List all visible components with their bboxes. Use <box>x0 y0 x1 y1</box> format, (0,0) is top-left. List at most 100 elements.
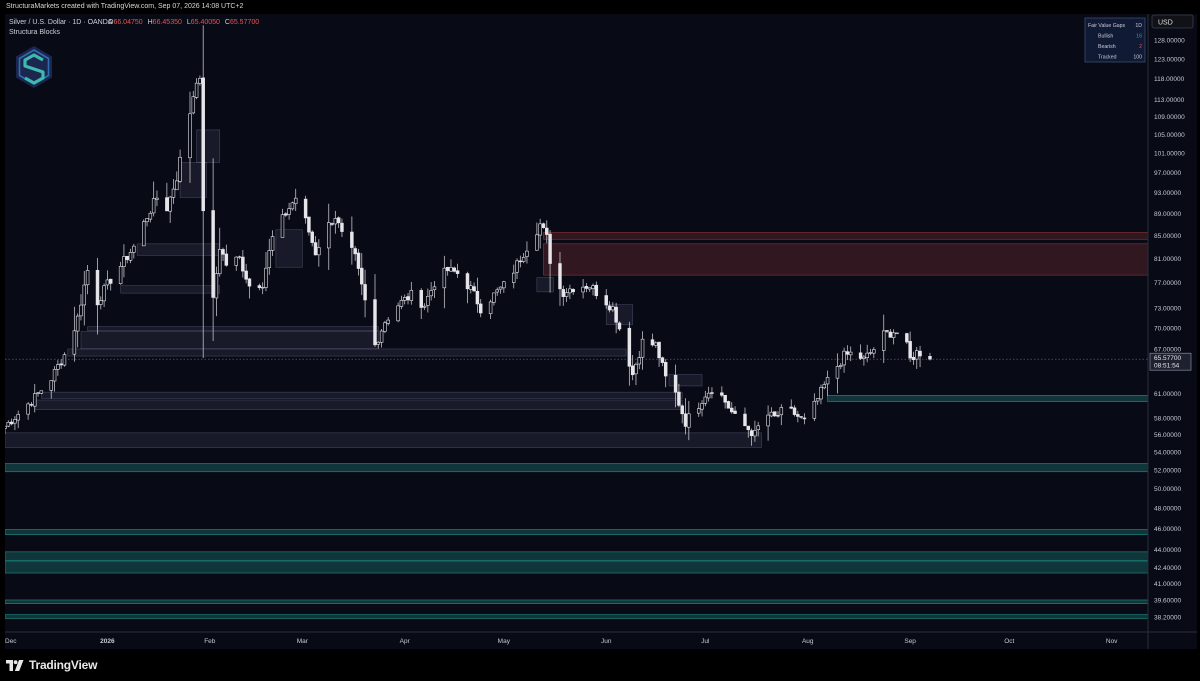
currency-button-box[interactable] <box>1151 14 1194 29</box>
time-tick-label: 2026 <box>100 638 115 645</box>
candle-body-up <box>171 188 176 198</box>
candle-body-down <box>472 286 476 292</box>
candle-body-down <box>363 284 367 301</box>
price-tick-label: 39.60000 <box>1154 597 1181 604</box>
candle-body-down <box>452 267 457 272</box>
indicator-name[interactable]: Structura Blocks <box>9 29 60 36</box>
candle-body-down <box>571 289 575 293</box>
candle-body-up <box>502 281 506 289</box>
candle-body-up <box>640 338 645 358</box>
candle-body-down <box>356 252 361 269</box>
candle-body-down <box>888 331 893 338</box>
bullish-zone <box>5 599 1149 604</box>
time-tick-label: Apr <box>400 638 411 645</box>
last-price-value: 65.57700 <box>1154 355 1181 362</box>
candle-body-down <box>630 365 635 376</box>
tradingview-logo[interactable]: TradingView <box>6 658 97 672</box>
candle-body-down <box>772 411 777 417</box>
candle-body-up <box>26 403 30 415</box>
price-tick-label: 54.00000 <box>1154 449 1181 456</box>
candle-body-up <box>891 332 896 338</box>
bullish-zone <box>827 394 1149 402</box>
candle-body-up <box>822 384 826 389</box>
fvg-row-label: Bearish <box>1098 44 1116 50</box>
candle-body-up <box>915 350 919 360</box>
candle-body-up <box>49 380 53 391</box>
candle-body-up <box>214 273 219 299</box>
price-axis[interactable]: 128.00000 123.00000 118.00000 113.00000 109.… <box>1147 14 1197 649</box>
price-tick-label: 38.20000 <box>1154 615 1181 622</box>
candle-body-down <box>683 413 688 427</box>
neutral-zone <box>41 391 683 399</box>
candle-body-up <box>587 287 592 290</box>
candle-body-up <box>591 285 595 289</box>
currency-button-label[interactable]: USD <box>1158 20 1173 27</box>
candle-body-up <box>267 250 272 268</box>
time-tick-label: Nov <box>1106 638 1118 645</box>
neutral-zone <box>87 326 379 332</box>
time-tick-label: Sep <box>904 638 916 645</box>
candle-body-up <box>217 249 222 275</box>
candle-body-up <box>402 297 407 301</box>
candle-body-down <box>247 278 252 287</box>
candle-body-up <box>85 270 90 286</box>
candle-body-up <box>432 286 437 290</box>
symbol-legend[interactable]: Silver / U.S. Dollar · 1D · OANDA O66.04… <box>9 19 259 36</box>
candle-body-up <box>56 364 60 370</box>
candle-body-up <box>538 223 542 236</box>
candle-body-down <box>627 327 632 367</box>
candle-body-down <box>561 289 566 297</box>
tradingview-wordmark: TradingView <box>29 658 98 672</box>
candle-body-down <box>548 233 552 264</box>
candle-body-down <box>330 223 334 225</box>
bearish-zone <box>543 243 1149 276</box>
candle-body-up <box>872 349 876 354</box>
bar-countdown: 08:51:54 <box>1154 363 1180 370</box>
time-axis[interactable]: Dec 2026 Feb Mar Apr May Jun Jul Aug Sep Oct Nov <box>5 631 1197 645</box>
price-tick-label: 61.00000 <box>1154 391 1181 398</box>
candle-body-up <box>99 300 103 305</box>
candle-body-up <box>492 292 496 303</box>
candle-body-up <box>39 390 44 394</box>
candle-body-up <box>72 330 77 355</box>
candle-body-down <box>29 404 34 406</box>
footer-bar: TradingView <box>0 649 1200 681</box>
price-tick-label: 97.00000 <box>1154 170 1181 177</box>
candle-body-down <box>455 270 460 274</box>
candle-body-up <box>703 396 708 404</box>
candle-body-down <box>336 217 341 224</box>
candle-body-down <box>475 290 480 305</box>
fvg-row-label: Bullish <box>1098 34 1113 40</box>
candle-body-up <box>488 301 493 315</box>
neutral-zone <box>67 348 627 357</box>
candle-body-up <box>264 267 268 288</box>
fvg-row-value: 100 <box>1133 55 1142 61</box>
candle-body-up <box>13 419 17 424</box>
candle-body-up <box>568 288 572 294</box>
bullish-zone <box>5 561 1149 574</box>
neutral-zone <box>536 277 554 293</box>
neutral-zone <box>136 243 221 256</box>
price-tick-label: 48.00000 <box>1154 506 1181 513</box>
time-tick-label: Dec <box>5 638 17 645</box>
candle-body-up <box>151 198 156 214</box>
time-axis-ticks: Dec 2026 Feb Mar Apr May Jun Jul Aug Sep Oct Nov <box>5 638 1118 645</box>
candle-body-down <box>307 216 311 233</box>
candle-body-up <box>881 330 886 351</box>
candle-body-up <box>839 365 843 367</box>
bullish-zone <box>5 463 1149 473</box>
price-tick-label: 50.00000 <box>1154 486 1181 493</box>
candle-body-down <box>545 227 549 235</box>
time-tick-label: Jun <box>601 638 612 645</box>
candle-body-down <box>604 295 608 306</box>
candle-body-up <box>812 400 817 419</box>
candle-body-down <box>541 223 546 228</box>
currency-button[interactable]: USD <box>1151 14 1194 29</box>
price-chart[interactable]: 128.00000 123.00000 118.00000 113.00000 109.… <box>5 14 1197 649</box>
candle-body-up <box>155 197 159 200</box>
neutral-zone <box>5 432 762 448</box>
symbol-title[interactable]: Silver / U.S. Dollar · 1D · OANDA <box>9 19 113 26</box>
candle-body-up <box>198 78 202 84</box>
candle-body-down <box>108 278 113 284</box>
candle-body-down <box>125 256 129 260</box>
